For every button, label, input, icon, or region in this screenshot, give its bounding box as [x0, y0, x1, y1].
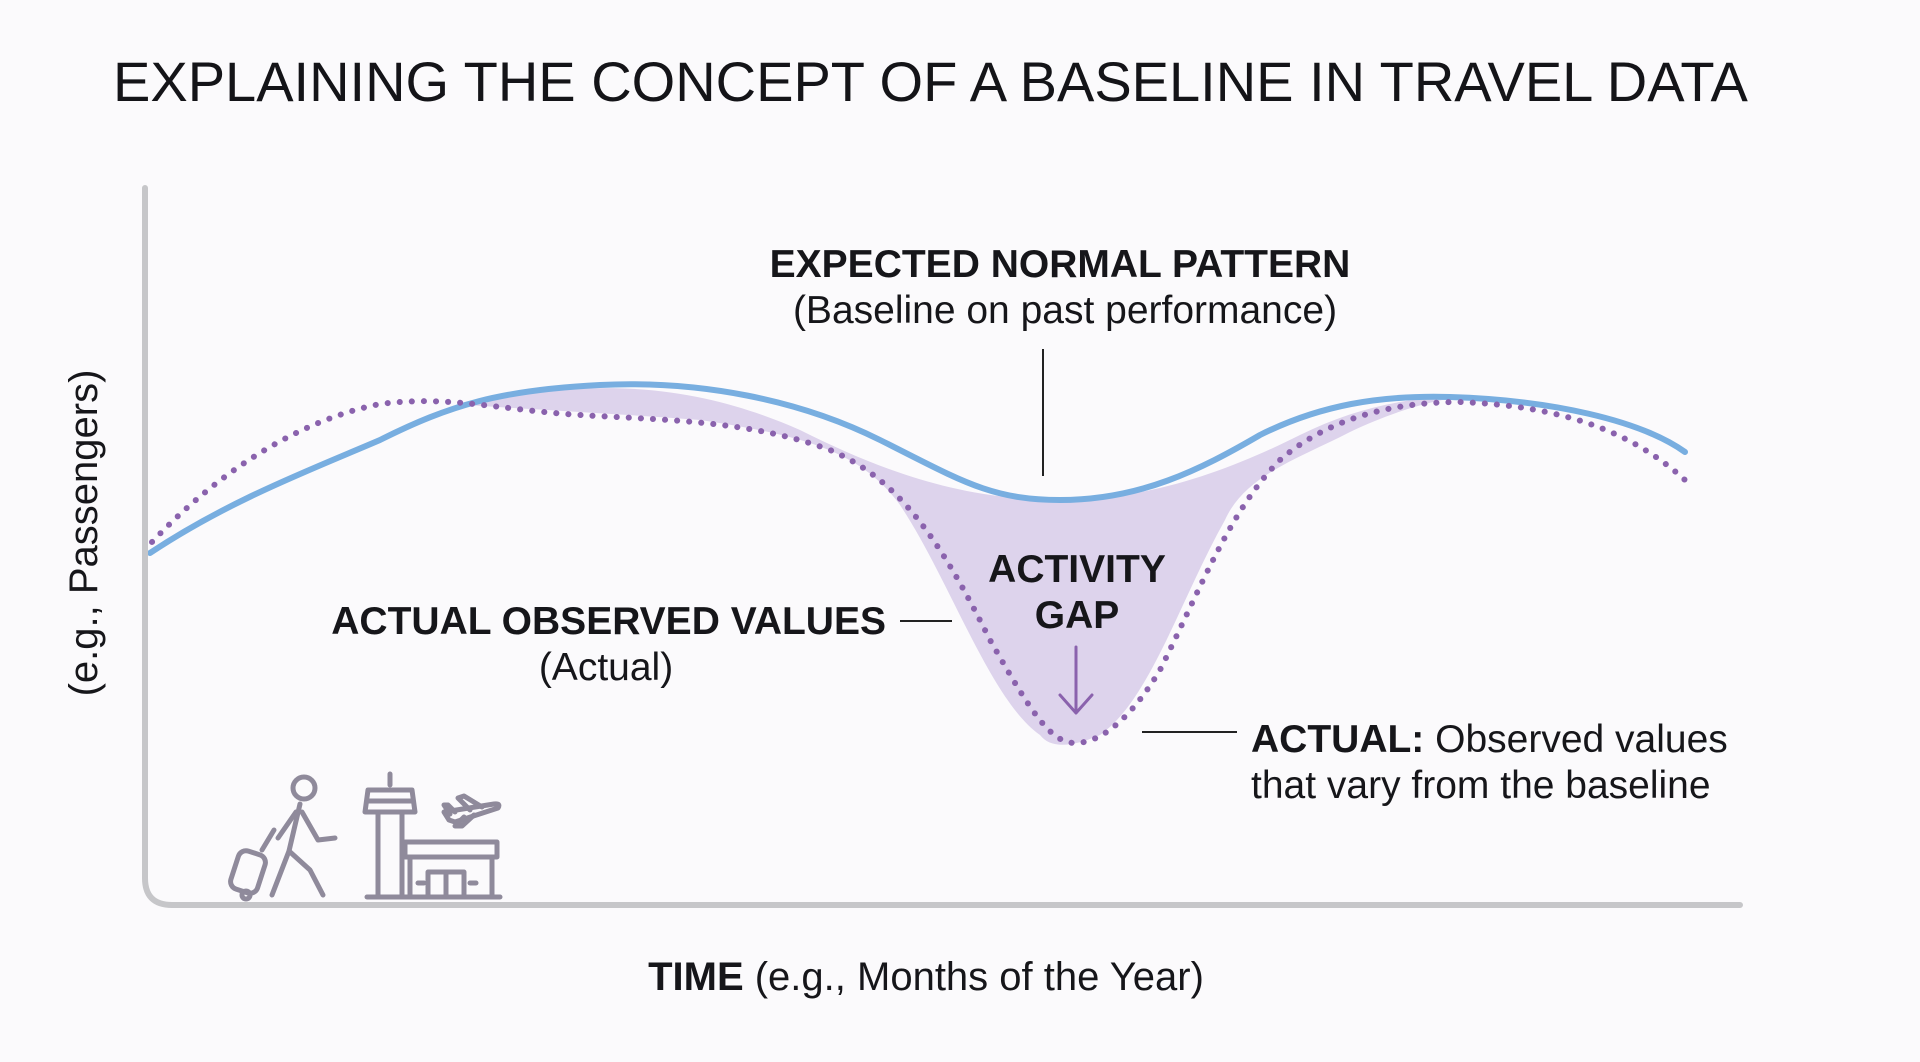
actual-callout-sub: (Actual): [539, 646, 673, 689]
actual-callout-heading: ACTUAL OBSERVED VALUES: [331, 600, 886, 643]
x-axis-label: TIME (e.g., Months of the Year): [648, 955, 1204, 999]
activity-gap-area: [467, 388, 1480, 745]
y-axis-label: (e.g., Passengers): [62, 370, 106, 697]
chart-axes: [142, 185, 1743, 908]
traveler-icon: [228, 774, 338, 902]
actual-note-line1: ACTUAL: Observed values: [1251, 718, 1728, 761]
baseline-callout-heading: EXPECTED NORMAL PATTERN: [770, 243, 1351, 286]
terminal-building-icon: [402, 839, 500, 900]
actual-curve: [149, 398, 1688, 747]
control-tower-icon: [362, 771, 503, 900]
baseline-curve: [147, 381, 1688, 556]
airplane-icon: [441, 793, 502, 829]
activity-gap-label-line2: GAP: [1035, 594, 1120, 637]
gap-arrow-icon: [1058, 645, 1094, 715]
diagram-title: EXPLAINING THE CONCEPT OF A BASELINE IN …: [113, 50, 1748, 113]
actual-note-line2: that vary from the baseline: [1251, 764, 1711, 807]
baseline-callout-sub: (Baseline on past performance): [793, 289, 1337, 332]
activity-gap-label-line1: ACTIVITY: [988, 548, 1166, 591]
